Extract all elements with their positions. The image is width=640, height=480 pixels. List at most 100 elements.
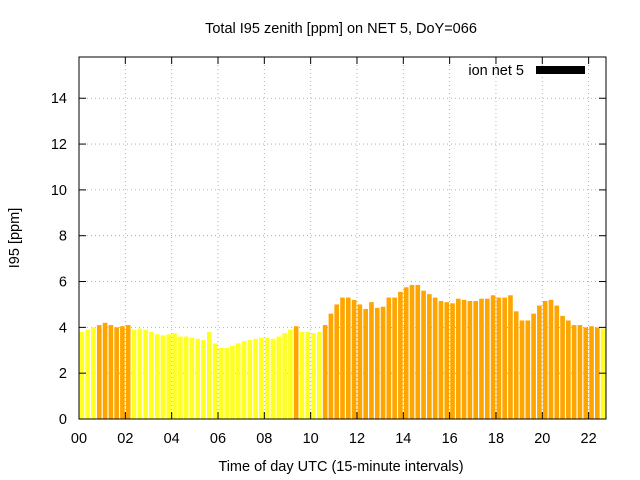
bar [380,306,386,419]
bar [490,295,496,419]
x-tick-label: 10 [303,431,319,447]
bar [288,329,293,419]
bar [270,338,276,419]
bar [125,325,131,419]
bar [201,339,206,419]
bar [392,297,397,419]
chart-title: Total I95 zenith [ppm] on NET 5, DoY=066 [205,21,477,37]
legend-label: ion net 5 [468,63,524,79]
y-ticks: 0 2 4 6 8 10 12 14 [51,91,606,428]
bar [484,298,490,419]
bar [247,339,253,419]
bar [317,331,322,419]
bar [218,347,224,419]
bar [160,335,166,419]
bar [554,305,560,419]
y-tick-label: 8 [59,229,67,245]
bar [282,333,287,419]
bar [351,299,357,419]
grid [79,57,606,419]
bar [374,307,380,419]
bar [183,336,189,419]
bar [409,284,415,419]
legend-swatch [536,66,585,74]
bar [432,297,438,419]
bar [212,343,218,419]
x-tick-label: 08 [256,431,272,447]
x-tick-label: 06 [210,431,226,447]
bar [450,303,455,419]
bar [293,326,299,419]
bar [328,313,334,419]
bar [311,333,316,419]
bar [456,298,461,419]
bar [600,328,606,419]
y-tick-label: 2 [59,366,67,382]
bar [421,290,426,419]
y-tick-label: 10 [51,183,67,199]
bar [398,291,403,419]
bar [149,331,154,419]
bar [560,315,565,419]
x-tick-label: 18 [488,431,504,447]
bar [241,341,247,419]
bar [594,327,600,419]
bar [566,320,571,419]
bar [461,299,467,419]
y-tick-label: 0 [59,412,67,428]
bar [479,298,484,419]
bar [571,325,577,419]
bar [172,333,177,419]
bar [438,301,444,419]
bar [363,309,368,419]
y-axis-label: I95 [ppm] [7,208,23,268]
bar [305,331,311,419]
y-tick-label: 6 [59,275,67,291]
bars [79,284,606,419]
bar [143,329,148,419]
x-axis-label: Time of day UTC (15-minute intervals) [218,459,463,475]
bar [195,338,201,419]
bar [577,325,583,419]
bar [369,302,374,419]
bar [131,329,137,419]
bar [513,311,519,419]
bar [96,325,102,419]
bar [525,320,531,419]
x-tick-label: 00 [71,431,87,447]
bar [166,334,172,419]
legend: ion net 5 [468,63,585,79]
bar [473,301,479,419]
bar [322,325,328,419]
x-tick-label: 20 [534,431,550,447]
bar [345,297,351,419]
bar [299,331,305,419]
bar [253,338,258,419]
plot-frame [78,56,607,420]
bar [276,336,282,419]
bar [235,343,241,419]
bar [85,329,91,419]
bar [154,334,160,419]
bar [206,331,212,419]
bar [340,297,345,419]
bar [542,301,548,419]
bar [444,302,450,419]
bar [519,320,525,419]
y-tick-label: 14 [51,91,67,107]
bar [386,297,392,419]
bar [403,287,409,419]
bar [102,322,108,419]
x-tick-label: 12 [349,431,365,447]
bar [415,284,421,419]
bar [114,327,119,419]
bar [108,325,114,419]
bar [589,326,594,419]
x-tick-label: 16 [442,431,458,447]
x-tick-label: 02 [117,431,133,447]
bar [583,327,589,419]
bar [91,327,96,419]
x-tick-label: 22 [581,431,597,447]
bar [178,336,183,419]
